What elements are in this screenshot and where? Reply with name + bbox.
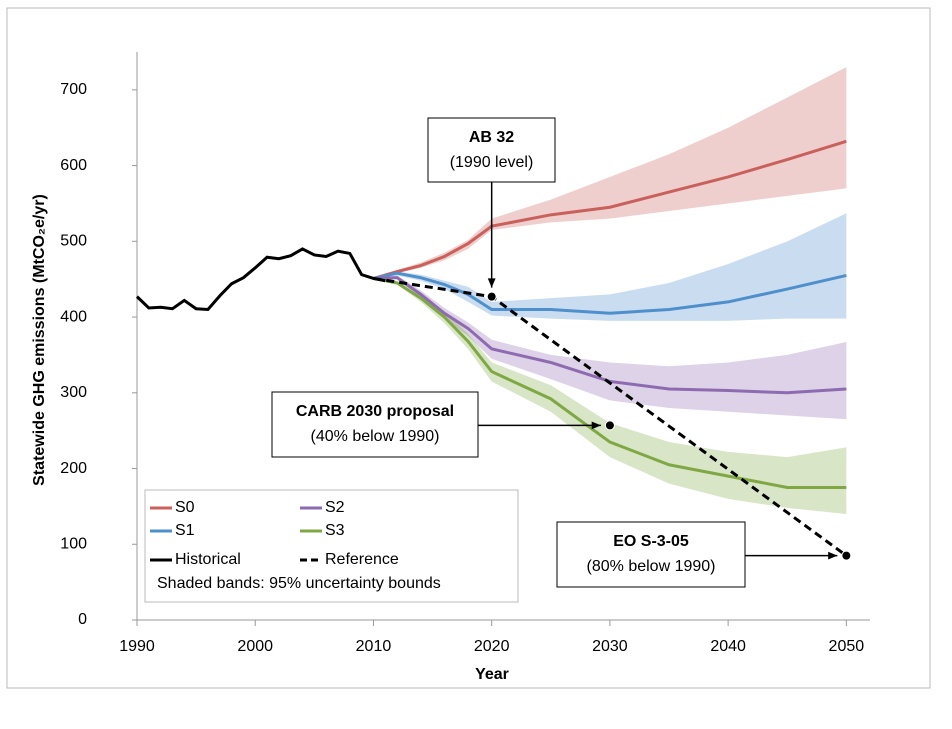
legend-label: S3 (325, 522, 345, 539)
legend-label: Reference (325, 551, 399, 568)
uncertainty-band (373, 275, 847, 420)
arrow-head (828, 551, 838, 560)
annotation-subtitle: (1990 level) (450, 154, 534, 171)
legend-label: S2 (325, 499, 345, 516)
annotation-box (556, 521, 746, 588)
x-tick-label: 2000 (237, 638, 273, 655)
annotation-subtitle: (80% below 1990) (587, 558, 716, 575)
x-tick-label: 2030 (592, 638, 628, 655)
x-tick-label: 2010 (356, 638, 392, 655)
series-line (373, 271, 847, 315)
y-tick-label: 100 (60, 535, 87, 552)
annotation-title: AB 32 (469, 129, 514, 146)
legend-note: Shaded bands: 95% uncertainty bounds (157, 575, 441, 592)
legend-label: S0 (175, 499, 195, 516)
x-tick-label: 2040 (710, 638, 746, 655)
arrow-head (487, 278, 496, 288)
target-point (486, 291, 497, 302)
series-line (373, 139, 847, 280)
legend-label: S1 (175, 522, 195, 539)
series-line (373, 276, 847, 489)
x-tick-label: 2020 (474, 638, 510, 655)
arrow-head (591, 421, 601, 430)
y-tick-label: 700 (60, 81, 87, 98)
y-axis-title: Statewide GHG emissions (MtCO₂e/yr) (31, 194, 48, 486)
series-line (373, 276, 847, 395)
x-tick-label: 2050 (829, 638, 865, 655)
annotation-box (271, 391, 479, 458)
legend-label: Historical (175, 551, 241, 568)
x-tick-label: 1990 (119, 638, 155, 655)
y-tick-label: 300 (60, 384, 87, 401)
legend-box (144, 489, 519, 603)
target-point (604, 420, 615, 431)
x-axis-title: Year (475, 666, 509, 683)
y-tick-label: 600 (60, 157, 87, 174)
annotation-title: CARB 2030 proposal (296, 403, 454, 420)
y-tick-label: 200 (60, 460, 87, 477)
y-tick-label: 400 (60, 308, 87, 325)
annotation-subtitle: (40% below 1990) (311, 428, 440, 445)
uncertainty-band (373, 213, 847, 321)
y-tick-label: 0 (78, 611, 87, 628)
target-point (841, 550, 852, 561)
uncertainty-band (373, 278, 847, 514)
series-line (135, 247, 386, 312)
annotation-box (427, 117, 556, 183)
annotation-title: EO S-3-05 (613, 533, 689, 550)
y-tick-label: 500 (60, 233, 87, 250)
